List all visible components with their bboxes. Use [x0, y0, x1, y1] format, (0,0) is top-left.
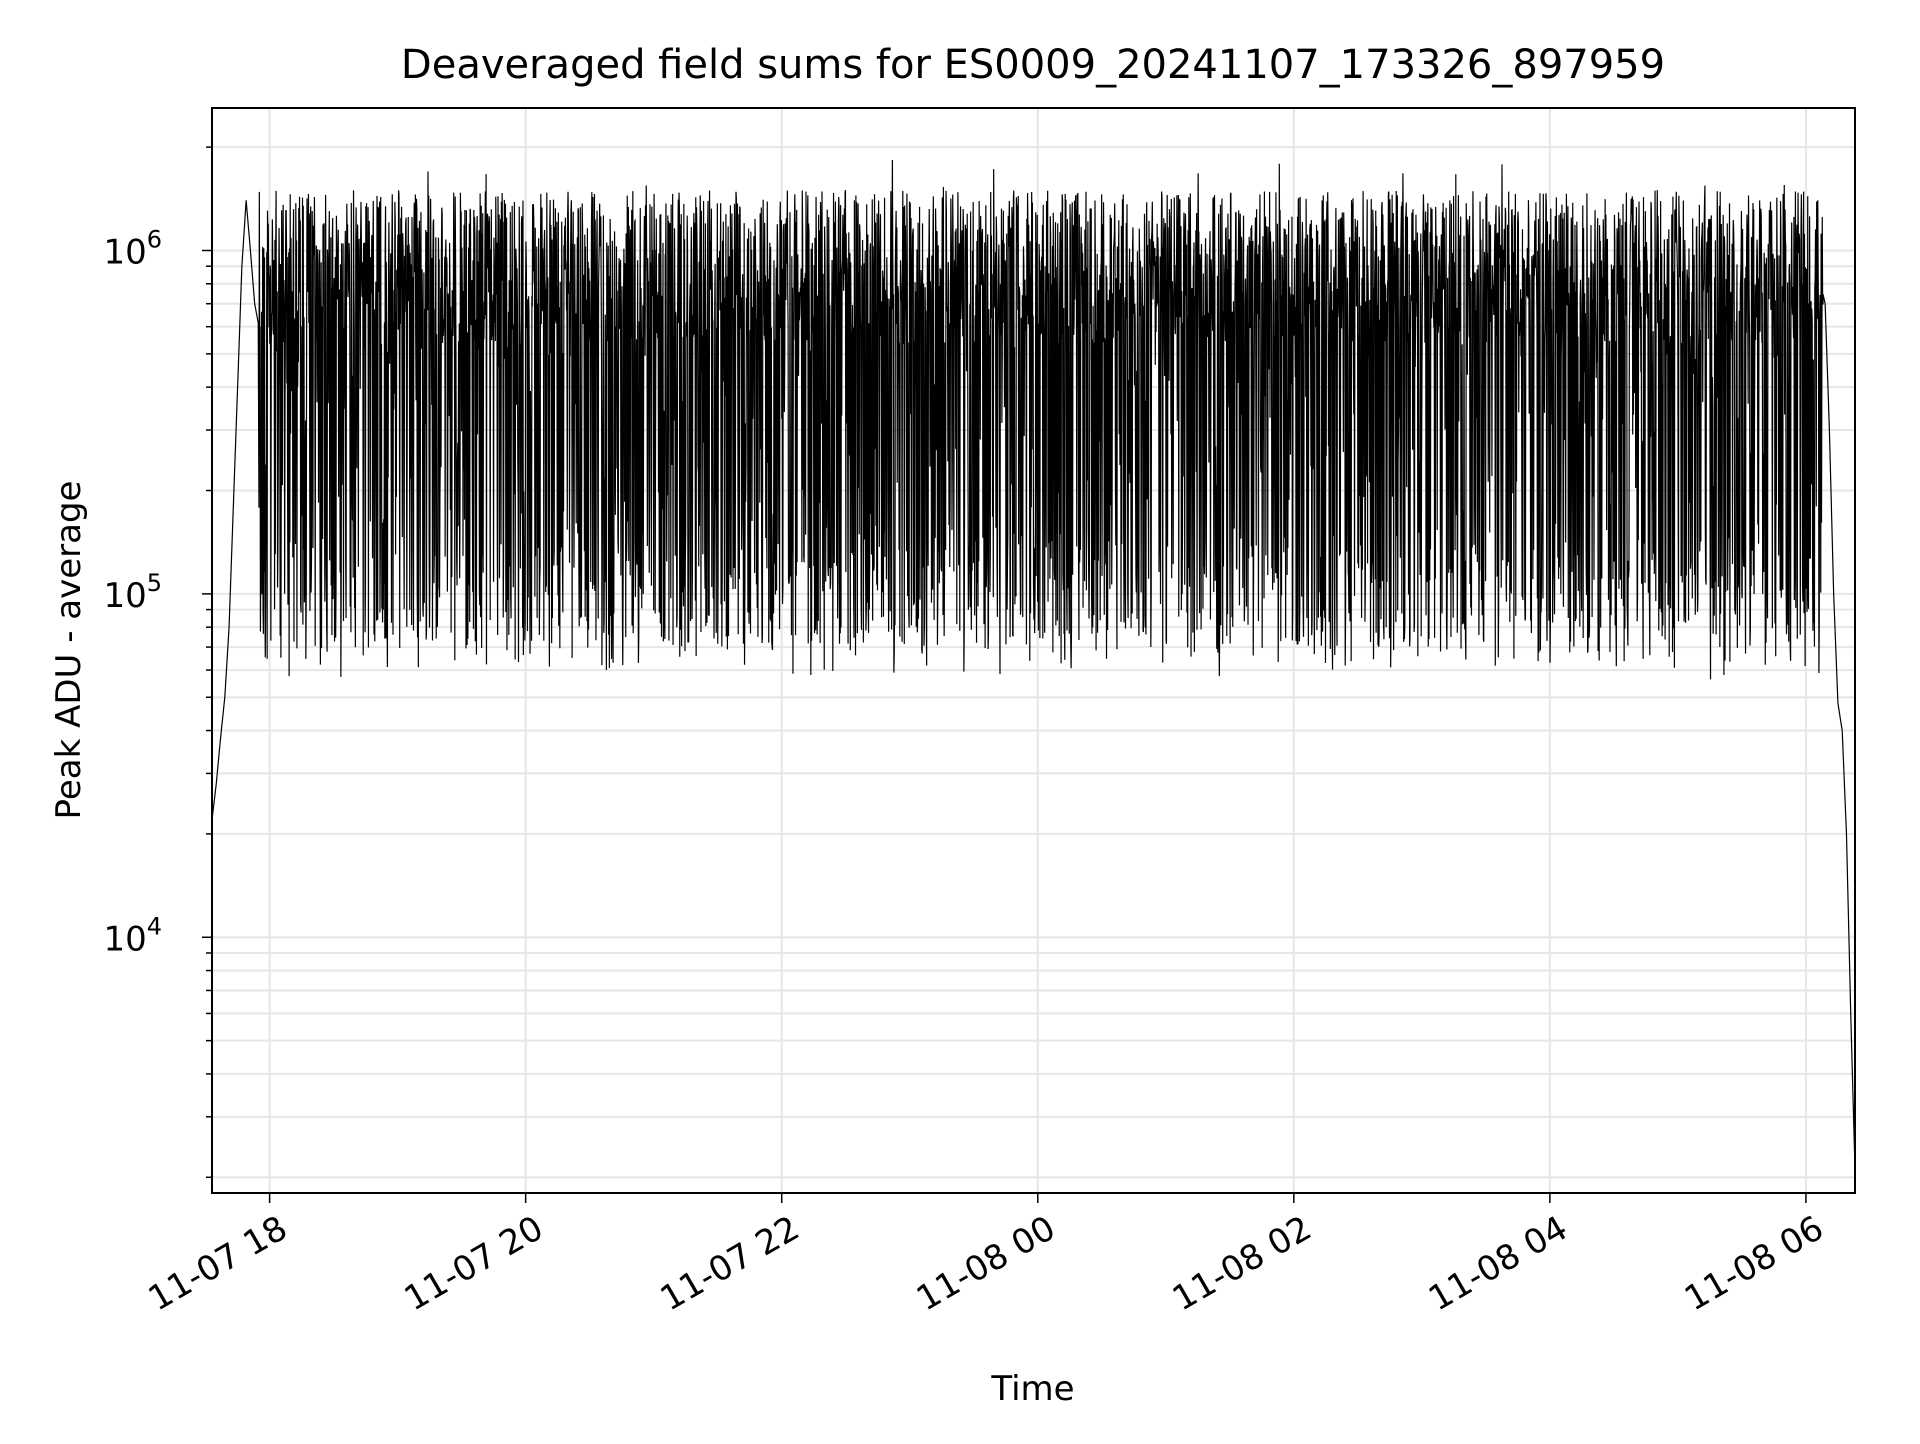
plot-area: [212, 159, 1855, 1171]
y-tick-label: 106: [103, 225, 162, 272]
y-axis-label: Peak ADU - average: [49, 481, 89, 820]
y-tick-label: 104: [103, 912, 162, 959]
y-axis: 104 105 106: [103, 146, 212, 1179]
series-line: [212, 159, 1855, 1171]
x-axis-label: Time: [990, 1369, 1074, 1409]
axes-frame: [211, 107, 1856, 1194]
chart-title: Deaveraged field sums for ES0009_2024110…: [401, 42, 1665, 88]
y-tick-label: 105: [103, 569, 162, 616]
